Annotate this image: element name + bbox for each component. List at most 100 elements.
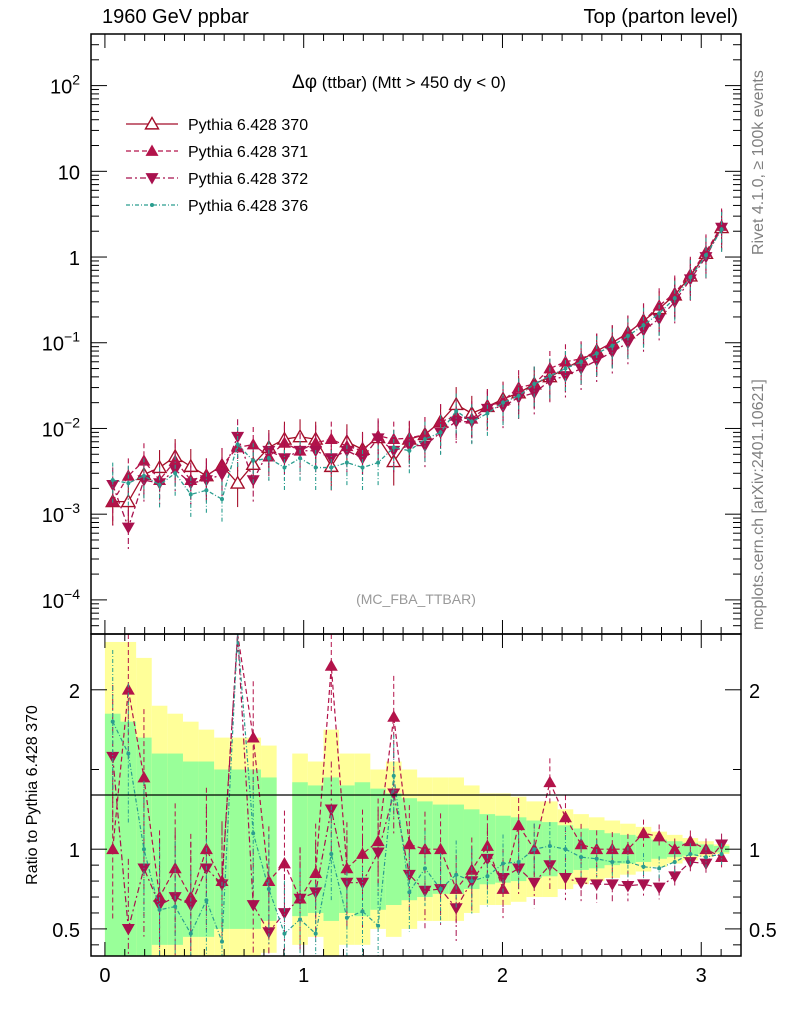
ratio-data-point: [668, 842, 682, 855]
ratio-y-axis-label: Ratio to Pythia 6.428 370: [24, 705, 41, 885]
ratio-data-point: [313, 931, 318, 936]
x-tick-label: 3: [696, 965, 707, 987]
ratio-data-point: [527, 877, 541, 890]
ratio-data-point: [407, 890, 412, 895]
ratio-data-point: [309, 887, 323, 899]
main-data-point: [184, 478, 198, 490]
band-green-bin: [635, 836, 652, 862]
main-data-point: [356, 453, 370, 465]
ratio-data-point: [434, 842, 448, 855]
ratio-data-point: [371, 847, 385, 859]
main-data-point: [501, 400, 506, 405]
ratio-data-point: [387, 788, 401, 800]
main-data-point: [235, 442, 240, 447]
main-data-point: [532, 382, 537, 387]
ratio-series-line: [112, 633, 722, 942]
ratio-data-point: [605, 879, 619, 891]
main-data-point: [126, 481, 131, 486]
main-data-point: [324, 453, 338, 465]
ratio-y-tick-label-right: 0.5: [749, 920, 777, 942]
main-data-point: [168, 464, 182, 477]
ratio-data-point: [449, 903, 463, 915]
main-data-point: [438, 430, 443, 435]
ratio-data-point: [329, 851, 334, 856]
ratio-data-point: [703, 855, 708, 860]
ratio-data-point: [246, 731, 260, 743]
ratio-data-point: [532, 847, 537, 852]
band-green-bin: [448, 804, 464, 894]
ratio-data-point: [219, 939, 224, 944]
ratio-data-point: [438, 887, 443, 892]
main-data-point: [594, 351, 599, 356]
ratio-data-point: [485, 874, 490, 879]
main-series-line: [112, 227, 723, 530]
main-data-point: [329, 465, 334, 470]
main-data-point: [422, 437, 427, 442]
ratio-data-point: [683, 834, 697, 847]
ratio-data-point: [204, 898, 209, 903]
main-data-point: [120, 493, 137, 508]
main-data-point: [641, 323, 646, 328]
ratio-data-point: [512, 818, 526, 831]
legend-marker: [145, 173, 159, 185]
main-series-1: [106, 208, 729, 526]
main-data-point: [543, 375, 557, 388]
main-series-2: [106, 210, 729, 552]
ratio-data-point: [387, 710, 401, 722]
band-green-bin: [182, 761, 199, 937]
main-data-point: [610, 343, 615, 348]
main-data-point: [590, 355, 604, 368]
ratio-data-point: [454, 872, 459, 877]
ratio-data-point: [621, 880, 635, 893]
main-series-group: [105, 208, 730, 552]
main-series-line: [112, 227, 723, 503]
ratio-data-point: [512, 863, 526, 875]
ratio-y-tick-label-right: 1: [749, 840, 760, 862]
x-tick-label: 0: [99, 965, 110, 987]
main-y-tick-label: 10−3: [42, 500, 80, 527]
ratio-data-point: [543, 860, 557, 872]
ratio-data-point: [391, 773, 396, 778]
ratio-data-point: [356, 877, 370, 890]
ratio-data-point: [547, 844, 552, 849]
main-data-point: [579, 359, 584, 364]
main-data-point: [574, 352, 588, 364]
ratio-y-tick-label-right: 2: [749, 681, 760, 703]
main-data-point: [657, 311, 662, 316]
main-data-point: [605, 336, 619, 348]
ratio-y-tick-label: 1: [69, 840, 80, 862]
ratio-data-point: [501, 861, 506, 866]
ratio-data-point: [137, 770, 151, 783]
ratio-data-point: [590, 879, 604, 891]
x-tick-label: 2: [497, 965, 508, 987]
main-data-point: [309, 436, 323, 448]
main-series-line: [112, 229, 723, 501]
main-data-point: [672, 296, 677, 301]
main-data-point: [391, 445, 396, 450]
ratio-data-point: [126, 751, 131, 756]
ratio-data-point: [298, 917, 303, 922]
ratio-data-point: [418, 842, 432, 855]
ratio-data-point: [563, 847, 568, 852]
ratio-data-point: [106, 842, 120, 855]
ratio-data-point: [293, 893, 307, 906]
ratio-data-point: [469, 879, 474, 884]
main-y-tick-label: 102: [50, 72, 80, 99]
ratio-data-point: [558, 810, 572, 823]
main-data-point: [485, 411, 490, 416]
main-data-point: [688, 275, 693, 280]
main-data-point: [621, 337, 635, 350]
ratio-data-point: [173, 904, 178, 909]
main-series-line: [112, 225, 723, 502]
main-y-tick-label: 1: [69, 248, 80, 270]
band-green-bin: [385, 793, 402, 905]
main-data-point: [469, 419, 474, 424]
ratio-data-point: [715, 850, 729, 863]
main-data-point: [574, 363, 588, 376]
band-green-bin: [229, 769, 246, 929]
ratio-data-point: [590, 842, 604, 855]
main-data-point: [719, 227, 724, 232]
ratio-data-point: [188, 931, 193, 936]
ratio-plot-frame: [90, 633, 742, 957]
